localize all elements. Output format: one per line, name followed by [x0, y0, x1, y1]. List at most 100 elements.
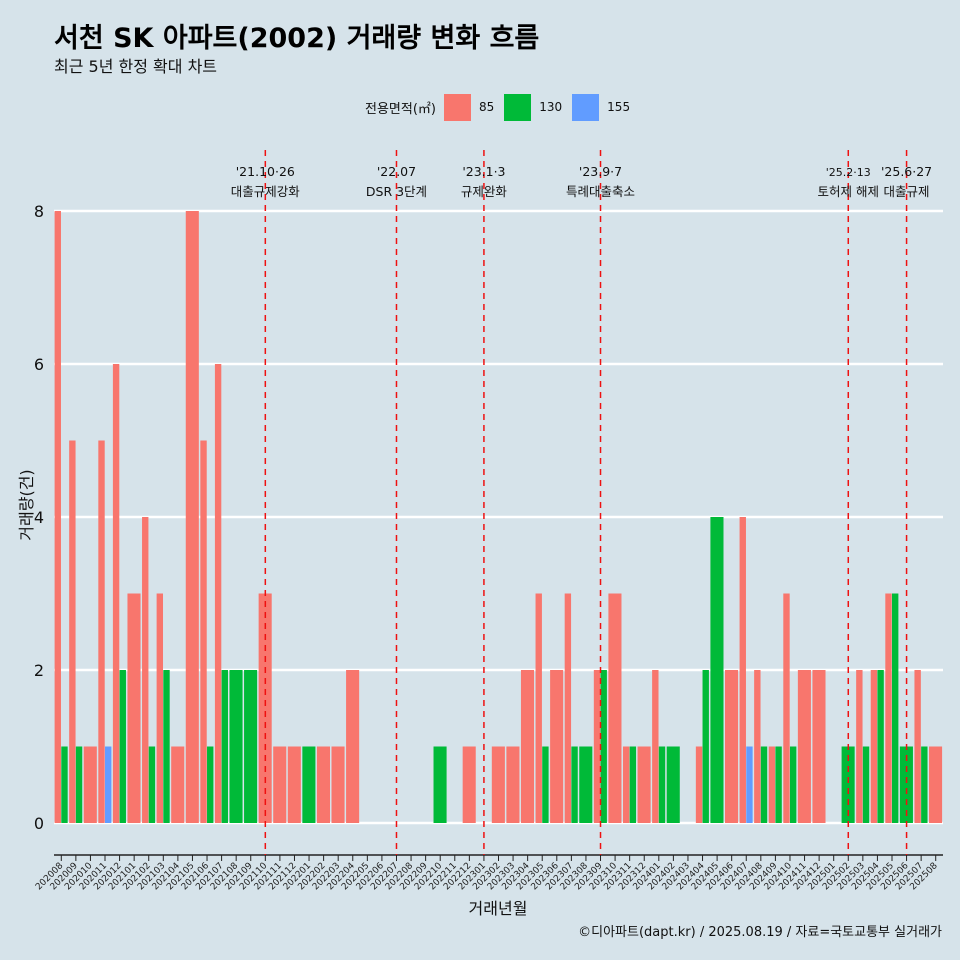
- legend-swatch-85: [443, 93, 471, 121]
- legend-label-85: 85: [478, 100, 495, 114]
- event-date-202309: '23.9·7: [579, 164, 622, 179]
- bar-202109-130: [244, 670, 258, 823]
- bar-202104-85: [171, 746, 185, 823]
- bar-202305-85: [535, 593, 542, 823]
- bar-202012-85: [112, 364, 120, 823]
- bar-202212-85: [462, 746, 476, 823]
- bar-202203-85: [331, 746, 345, 823]
- bar-202502-130: [841, 746, 855, 823]
- bar-202102-85: [142, 517, 149, 823]
- bar-202008-85: [54, 211, 61, 823]
- bar-202410-85: [783, 593, 790, 823]
- bar-202311-130: [629, 746, 637, 823]
- bar-202309-130: [600, 670, 607, 823]
- event-date-202506: '25.6·27: [881, 164, 932, 179]
- legend-item-155: 155: [572, 93, 631, 121]
- bar-202410-130: [789, 746, 797, 823]
- bar-202106-85: [200, 440, 207, 823]
- bar-202110-85: [258, 593, 272, 823]
- legend-title: 전용면적(㎡): [365, 101, 436, 117]
- y-tick-label-2: 2: [34, 661, 44, 680]
- event-date-202502: '25.2·13: [826, 166, 871, 179]
- bar-202507-130: [921, 746, 928, 823]
- bar-202103-130: [163, 670, 170, 823]
- bar-202204-85: [346, 670, 360, 823]
- bar-202309-85: [593, 670, 601, 823]
- legend-swatch-130: [504, 93, 532, 121]
- bar-202411-85: [797, 670, 811, 823]
- bar-202012-130: [119, 670, 126, 823]
- legend-swatch-155: [572, 93, 600, 121]
- bar-202506-130: [899, 746, 913, 823]
- bar-202307-85: [564, 593, 572, 823]
- bar-202407-85: [739, 517, 746, 823]
- bar-202105-85: [185, 211, 199, 823]
- bar-202102-130: [148, 746, 156, 823]
- event-label-202207: DSR 3단계: [366, 184, 427, 199]
- y-tick-label-4: 4: [34, 508, 44, 527]
- bar-202107-130: [221, 670, 228, 823]
- bar-202010-85: [83, 746, 97, 823]
- bar-202503-85: [856, 670, 863, 823]
- bar-202402-130: [666, 746, 680, 823]
- legend-item-130: 130: [504, 93, 563, 121]
- x-axis-title: 거래년월: [469, 899, 528, 918]
- bar-202101-85: [127, 593, 141, 823]
- bar-202201-130: [302, 746, 316, 823]
- y-tick-label-6: 6: [34, 355, 44, 374]
- legend: 전용면적(㎡) 85 130 155: [365, 93, 640, 121]
- legend-label-155: 155: [607, 100, 631, 114]
- bar-202505-130: [891, 593, 899, 823]
- bar-202008-130: [61, 746, 68, 823]
- event-date-202110: '21.10·26: [236, 164, 295, 179]
- event-label-202110: 대출규제강화: [231, 184, 301, 199]
- bar-202312-85: [637, 746, 651, 823]
- legend-label-130: 130: [539, 100, 563, 114]
- bar-202302-85: [491, 746, 505, 823]
- bar-202303-85: [506, 746, 520, 823]
- bar-202408-130: [760, 746, 768, 823]
- bar-202210-130: [433, 746, 447, 823]
- bar-202404-130: [702, 670, 709, 823]
- bar-202111-85: [273, 746, 287, 823]
- event-label-202502: 토허제 해제: [818, 184, 879, 199]
- bar-202011-155: [105, 746, 112, 823]
- chart-title: 서천 SK 아파트(2002) 거래량 변화 흐름: [54, 23, 540, 54]
- bar-202404-85: [695, 746, 703, 823]
- bar-202307-130: [571, 746, 578, 823]
- bar-202406-85: [724, 670, 739, 823]
- bar-202009-130: [75, 746, 83, 823]
- bar-202405-130: [710, 517, 724, 823]
- bar-202308-130: [579, 746, 593, 823]
- event-date-202207: '22.07: [377, 164, 416, 179]
- bar-202112-85: [287, 746, 301, 823]
- bar-202412-85: [812, 670, 826, 823]
- chart-subtitle: 최근 5년 한정 확대 차트: [54, 57, 218, 76]
- bar-202107-85: [214, 364, 222, 823]
- bar-202504-130: [877, 670, 884, 823]
- bar-202103-85: [156, 593, 164, 823]
- bar-202011-85: [98, 440, 105, 823]
- bar-202310-85: [608, 593, 622, 823]
- bar-202503-130: [862, 746, 870, 823]
- bar-202305-130: [542, 746, 549, 823]
- bar-202108-130: [229, 670, 243, 823]
- bar-202505-85: [885, 593, 892, 823]
- bar-202106-130: [207, 746, 214, 823]
- bar-202202-85: [316, 746, 331, 823]
- y-tick-label-0: 0: [34, 814, 44, 833]
- bar-202401-85: [652, 670, 659, 823]
- bar-202504-85: [870, 670, 878, 823]
- credit-text: ©디아파트(dapt.kr) / 2025.08.19 / 자료=국토교통부 실…: [578, 925, 942, 940]
- bar-202407-155: [746, 746, 753, 823]
- bar-202409-130: [775, 746, 782, 823]
- legend-item-85: 85: [443, 93, 495, 121]
- event-label-202506: 대출규제: [884, 184, 930, 199]
- bar-202311-85: [622, 746, 630, 823]
- y-axis-title: 거래량(건): [17, 469, 36, 540]
- bar-202408-85: [754, 670, 761, 823]
- event-label-202301: 규제완화: [461, 184, 508, 199]
- y-tick-label-8: 8: [34, 202, 44, 221]
- bar-202009-85: [69, 440, 76, 823]
